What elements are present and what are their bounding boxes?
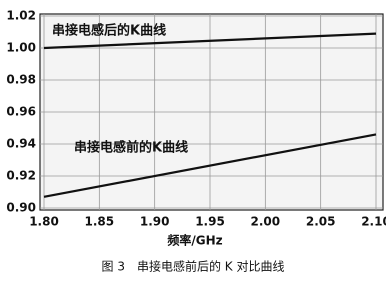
y-tick-label: 0.94 (6, 137, 36, 151)
y-tick-label: 1.00 (6, 41, 36, 55)
x-tick-label: 1.90 (140, 215, 170, 229)
x-tick-label: 2.05 (306, 215, 336, 229)
y-tick-label: 0.98 (6, 73, 36, 87)
x-tick-label: 1.85 (85, 215, 115, 229)
x-axis-label: 频率/GHz (167, 233, 222, 248)
y-tick-label: 0.96 (6, 105, 36, 119)
x-tick-label: 1.80 (29, 215, 59, 229)
y-tick-label: 1.02 (6, 9, 36, 23)
y-tick-label: 0.92 (6, 169, 36, 183)
x-tick-label: 2.00 (251, 215, 281, 229)
y-tick-label: 0.90 (6, 201, 36, 215)
line-annotation: 串接电感前的K曲线 (74, 140, 188, 156)
line-annotation: 串接电感后的K曲线 (52, 23, 166, 39)
x-tick-label: 2.10 (361, 215, 386, 229)
caption: 图 3 串接电感前后的 K 对比曲线 (102, 259, 285, 274)
data-line (43, 32, 377, 50)
x-tick-label: 1.95 (195, 215, 225, 229)
data-line (43, 133, 377, 198)
